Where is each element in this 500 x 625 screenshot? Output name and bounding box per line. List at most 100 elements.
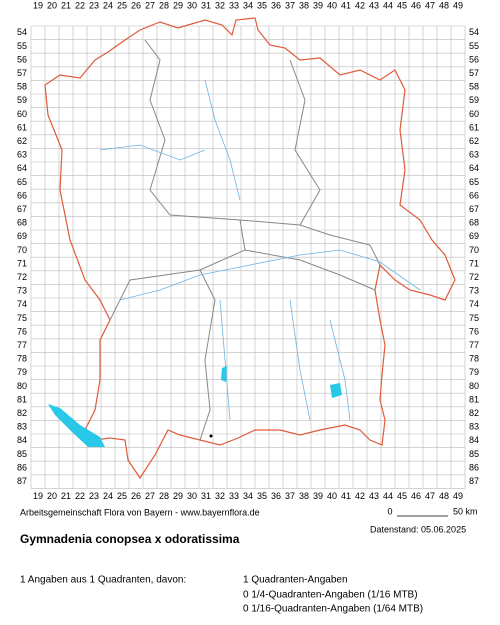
grid <box>30 25 466 489</box>
column-label: 36 <box>271 491 281 501</box>
title: Gymnadenia conopsea x odoratissima <box>20 532 240 546</box>
row-label: 80 <box>17 381 27 391</box>
row-label: 84 <box>469 435 479 445</box>
column-label: 42 <box>355 0 365 10</box>
column-label: 49 <box>453 0 463 10</box>
row-label: 87 <box>17 476 27 486</box>
row-label: 62 <box>469 136 479 146</box>
row-label: 81 <box>469 394 479 404</box>
column-label: 41 <box>341 0 351 10</box>
row-label: 55 <box>17 41 27 51</box>
column-label: 39 <box>313 491 323 501</box>
row-label: 62 <box>17 136 27 146</box>
column-label: 24 <box>103 0 113 10</box>
row-label: 70 <box>17 245 27 255</box>
row-label: 72 <box>17 272 27 282</box>
column-label: 23 <box>89 491 99 501</box>
row-label: 67 <box>469 204 479 214</box>
column-label: 29 <box>173 0 183 10</box>
column-label: 43 <box>369 0 379 10</box>
column-label: 46 <box>411 0 421 10</box>
column-label: 37 <box>285 491 295 501</box>
column-label: 45 <box>397 0 407 10</box>
row-label: 84 <box>17 435 27 445</box>
column-label: 34 <box>243 0 253 10</box>
row-label: 69 <box>17 231 27 241</box>
row-label: 79 <box>469 367 479 377</box>
column-label: 44 <box>383 491 393 501</box>
row-label: 80 <box>469 381 479 391</box>
row-label: 77 <box>469 340 479 350</box>
row-label: 70 <box>469 245 479 255</box>
scale-start: 0 <box>387 506 392 516</box>
row-label: 55 <box>469 41 479 51</box>
row-label: 60 <box>17 109 27 119</box>
column-label: 27 <box>145 0 155 10</box>
column-label: 36 <box>271 0 281 10</box>
row-label: 60 <box>469 109 479 119</box>
row-label: 78 <box>469 354 479 364</box>
column-label: 21 <box>61 491 71 501</box>
row-label: 66 <box>469 190 479 200</box>
column-label: 25 <box>117 0 127 10</box>
row-label: 68 <box>17 218 27 228</box>
district-border <box>109 39 381 441</box>
summary-line: 0 1/16-Quadranten-Angaben (1/64 MTB) <box>243 604 423 615</box>
row-label: 69 <box>469 231 479 241</box>
column-label: 28 <box>159 491 169 501</box>
column-label: 20 <box>47 0 57 10</box>
row-label: 86 <box>469 462 479 472</box>
column-label: 31 <box>201 0 211 10</box>
column-label: 33 <box>229 491 239 501</box>
state-border <box>44 17 456 480</box>
row-label: 82 <box>469 408 479 418</box>
column-label: 47 <box>425 0 435 10</box>
summary-total: 1 Angaben aus 1 Quadranten, davon: <box>20 575 186 586</box>
row-label: 73 <box>469 286 479 296</box>
column-label: 46 <box>411 491 421 501</box>
row-label: 61 <box>469 122 479 132</box>
row-label: 56 <box>17 54 27 64</box>
row-label: 63 <box>469 150 479 160</box>
row-label: 83 <box>17 422 27 432</box>
credit: Arbeitsgemeinschaft Flora von Bayern - w… <box>20 507 260 517</box>
column-label: 25 <box>117 491 127 501</box>
column-label: 19 <box>33 491 43 501</box>
row-label: 56 <box>469 54 479 64</box>
column-label: 26 <box>131 0 141 10</box>
column-label: 49 <box>453 491 463 501</box>
column-label: 34 <box>243 491 253 501</box>
column-label: 45 <box>397 491 407 501</box>
column-label: 30 <box>187 0 197 10</box>
row-label: 59 <box>17 95 27 105</box>
row-label: 54 <box>17 27 27 37</box>
row-label: 71 <box>469 258 479 268</box>
column-label: 19 <box>33 0 43 10</box>
row-label: 54 <box>469 27 479 37</box>
row-label: 76 <box>469 326 479 336</box>
column-label: 48 <box>439 0 449 10</box>
column-label: 48 <box>439 491 449 501</box>
row-label: 71 <box>17 258 27 268</box>
column-label: 38 <box>299 0 309 10</box>
row-label: 57 <box>17 68 27 78</box>
column-label: 22 <box>75 491 85 501</box>
column-label: 42 <box>355 491 365 501</box>
row-label: 77 <box>17 340 27 350</box>
row-label: 68 <box>469 218 479 228</box>
column-label: 47 <box>425 491 435 501</box>
row-label: 85 <box>469 449 479 459</box>
row-label: 58 <box>469 82 479 92</box>
row-label: 78 <box>17 354 27 364</box>
column-label: 22 <box>75 0 85 10</box>
column-label: 32 <box>215 491 225 501</box>
column-label: 40 <box>327 0 337 10</box>
column-label: 44 <box>383 0 393 10</box>
row-label: 76 <box>17 326 27 336</box>
column-label: 33 <box>229 0 239 10</box>
column-label: 30 <box>187 491 197 501</box>
column-label: 39 <box>313 0 323 10</box>
column-label: 40 <box>327 491 337 501</box>
